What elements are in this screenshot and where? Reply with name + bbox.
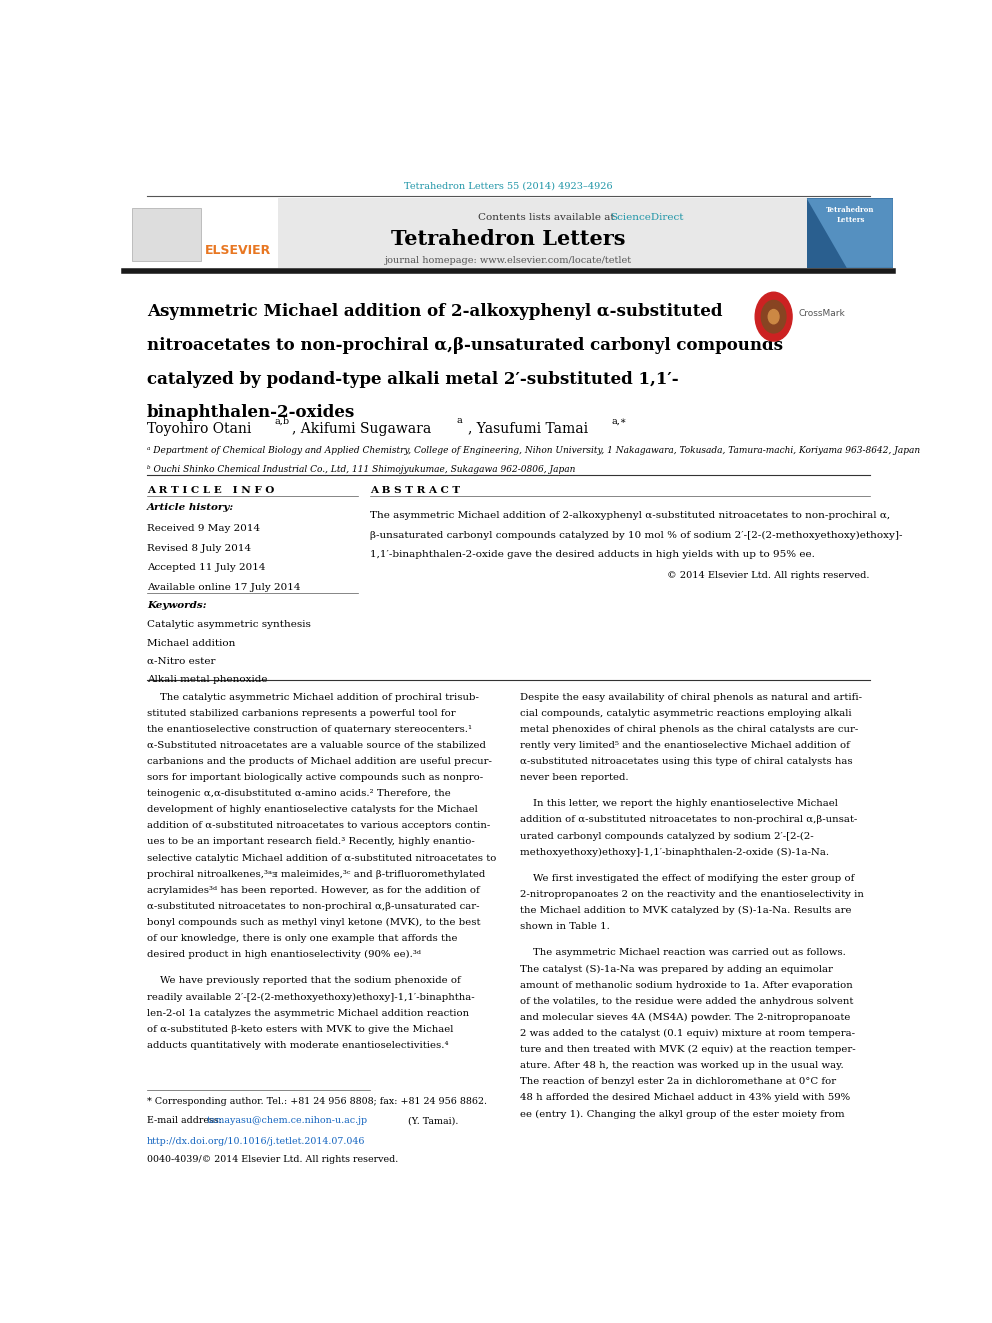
Text: ee (entry 1). Changing the alkyl group of the ester moiety from: ee (entry 1). Changing the alkyl group o… — [520, 1110, 844, 1118]
Text: 2 was added to the catalyst (0.1 equiv) mixture at room tempera-: 2 was added to the catalyst (0.1 equiv) … — [520, 1029, 855, 1039]
Text: 0040-4039/© 2014 Elsevier Ltd. All rights reserved.: 0040-4039/© 2014 Elsevier Ltd. All right… — [147, 1155, 399, 1164]
Text: A R T I C L E   I N F O: A R T I C L E I N F O — [147, 486, 275, 495]
Text: Catalytic asymmetric synthesis: Catalytic asymmetric synthesis — [147, 620, 310, 630]
Text: ature. After 48 h, the reaction was worked up in the usual way.: ature. After 48 h, the reaction was work… — [520, 1061, 843, 1070]
Text: desired product in high enantioselectivity (90% ee).³ᵈ: desired product in high enantioselectivi… — [147, 950, 421, 959]
Text: rently very limited⁵ and the enantioselective Michael addition of: rently very limited⁵ and the enantiosele… — [520, 741, 850, 750]
Text: teinogenic α,α-disubstituted α-amino acids.² Therefore, the: teinogenic α,α-disubstituted α-amino aci… — [147, 789, 450, 798]
Text: of the volatiles, to the residue were added the anhydrous solvent: of the volatiles, to the residue were ad… — [520, 996, 853, 1005]
Text: CrossMark: CrossMark — [799, 310, 845, 318]
Circle shape — [755, 292, 792, 341]
FancyBboxPatch shape — [132, 208, 200, 261]
Text: selective catalytic Michael addition of α-substituted nitroacetates to: selective catalytic Michael addition of … — [147, 853, 496, 863]
Text: α-Substituted nitroacetates are a valuable source of the stabilized: α-Substituted nitroacetates are a valuab… — [147, 741, 486, 750]
Text: journal homepage: www.elsevier.com/locate/tetlet: journal homepage: www.elsevier.com/locat… — [385, 257, 632, 265]
Text: ᵇ Ouchi Shinko Chemical Industrial Co., Ltd, 111 Shimojyukumae, Sukagawa 962-080: ᵇ Ouchi Shinko Chemical Industrial Co., … — [147, 466, 575, 475]
Text: cial compounds, catalytic asymmetric reactions employing alkali: cial compounds, catalytic asymmetric rea… — [520, 709, 851, 717]
Text: E-mail address:: E-mail address: — [147, 1117, 225, 1126]
Text: len-2-ol 1a catalyzes the asymmetric Michael addition reaction: len-2-ol 1a catalyzes the asymmetric Mic… — [147, 1008, 469, 1017]
Text: The asymmetric Michael reaction was carried out as follows.: The asymmetric Michael reaction was carr… — [520, 949, 846, 958]
Text: Michael addition: Michael addition — [147, 639, 235, 647]
Text: development of highly enantioselective catalysts for the Michael: development of highly enantioselective c… — [147, 806, 478, 814]
Text: addition of α-substituted nitroacetates to various acceptors contin-: addition of α-substituted nitroacetates … — [147, 822, 490, 831]
Text: * Corresponding author. Tel.: +81 24 956 8808; fax: +81 24 956 8862.: * Corresponding author. Tel.: +81 24 956… — [147, 1097, 487, 1106]
Text: In this letter, we report the highly enantioselective Michael: In this letter, we report the highly ena… — [520, 799, 838, 808]
Text: adducts quantitatively with moderate enantioselectivities.⁴: adducts quantitatively with moderate ena… — [147, 1041, 448, 1049]
FancyBboxPatch shape — [806, 198, 893, 267]
Text: never been reported.: never been reported. — [520, 773, 629, 782]
Text: methoxyethoxy)ethoxy]-1,1′-binaphthalen-2-oxide (S)-1a-Na.: methoxyethoxy)ethoxy]-1,1′-binaphthalen-… — [520, 848, 829, 857]
Text: © 2014 Elsevier Ltd. All rights reserved.: © 2014 Elsevier Ltd. All rights reserved… — [668, 572, 870, 581]
Text: Keywords:: Keywords: — [147, 601, 206, 610]
Text: Tetrahedron Letters 55 (2014) 4923–4926: Tetrahedron Letters 55 (2014) 4923–4926 — [404, 181, 613, 191]
Text: Despite the easy availability of chiral phenols as natural and artifi-: Despite the easy availability of chiral … — [520, 692, 862, 701]
Text: metal phenoxides of chiral phenols as the chiral catalysts are cur-: metal phenoxides of chiral phenols as th… — [520, 725, 858, 734]
Text: β-unsaturated carbonyl compounds catalyzed by 10 mol % of sodium 2′-[2-(2-methox: β-unsaturated carbonyl compounds catalyz… — [370, 531, 903, 540]
Text: Revised 8 July 2014: Revised 8 July 2014 — [147, 544, 251, 553]
Text: of α-substituted β-keto esters with MVK to give the Michael: of α-substituted β-keto esters with MVK … — [147, 1025, 453, 1033]
Text: bonyl compounds such as methyl vinyl ketone (MVK), to the best: bonyl compounds such as methyl vinyl ket… — [147, 918, 480, 927]
Text: Letters: Letters — [836, 216, 865, 224]
FancyBboxPatch shape — [124, 198, 893, 267]
Text: 2-nitropropanoates 2 on the reactivity and the enantioselectivity in: 2-nitropropanoates 2 on the reactivity a… — [520, 890, 864, 900]
Text: The catalyst (S)-1a-Na was prepared by adding an equimolar: The catalyst (S)-1a-Na was prepared by a… — [520, 964, 833, 974]
Text: 1,1′-binaphthalen-2-oxide gave the desired adducts in high yields with up to 95%: 1,1′-binaphthalen-2-oxide gave the desir… — [370, 550, 814, 558]
Text: Article history:: Article history: — [147, 503, 234, 512]
Text: Available online 17 July 2014: Available online 17 July 2014 — [147, 582, 301, 591]
Text: readily available 2′-[2-(2-methoxyethoxy)ethoxy]-1,1′-binaphtha-: readily available 2′-[2-(2-methoxyethoxy… — [147, 992, 475, 1002]
Text: We have previously reported that the sodium phenoxide of: We have previously reported that the sod… — [147, 976, 461, 986]
Text: (Y. Tamai).: (Y. Tamai). — [405, 1117, 458, 1126]
Text: prochiral nitroalkenes,³ᵃⱻ maleimides,³ᶜ and β-trifluoromethylated: prochiral nitroalkenes,³ᵃⱻ maleimides,³ᶜ… — [147, 869, 485, 878]
Text: ues to be an important research field.³ Recently, highly enantio-: ues to be an important research field.³ … — [147, 837, 475, 847]
Text: Tetrahedron Letters: Tetrahedron Letters — [391, 229, 626, 249]
Text: a,b: a,b — [275, 417, 290, 426]
Text: of our knowledge, there is only one example that affords the: of our knowledge, there is only one exam… — [147, 934, 457, 943]
Text: ScienceDirect: ScienceDirect — [610, 213, 683, 222]
Text: α-Nitro ester: α-Nitro ester — [147, 658, 215, 665]
Text: Toyohiro Otani: Toyohiro Otani — [147, 422, 251, 435]
Text: A B S T R A C T: A B S T R A C T — [370, 486, 460, 495]
Text: , Yasufumi Tamai: , Yasufumi Tamai — [467, 422, 588, 435]
Text: Received 9 May 2014: Received 9 May 2014 — [147, 524, 260, 533]
Text: Contents lists available at: Contents lists available at — [478, 213, 618, 222]
Text: acrylamides³ᵈ has been reported. However, as for the addition of: acrylamides³ᵈ has been reported. However… — [147, 885, 480, 894]
Text: Accepted 11 July 2014: Accepted 11 July 2014 — [147, 564, 266, 572]
FancyBboxPatch shape — [124, 198, 278, 267]
Text: catalyzed by podand-type alkali metal 2′-substituted 1,1′-: catalyzed by podand-type alkali metal 2′… — [147, 370, 679, 388]
Text: binaphthalen-2-oxides: binaphthalen-2-oxides — [147, 405, 355, 421]
Text: a,∗: a,∗ — [611, 417, 627, 426]
Text: Alkali metal phenoxide: Alkali metal phenoxide — [147, 675, 268, 684]
Text: α-substituted nitroacetates to non-prochiral α,β-unsaturated car-: α-substituted nitroacetates to non-proch… — [147, 902, 479, 910]
Text: The reaction of benzyl ester 2a in dichloromethane at 0°C for: The reaction of benzyl ester 2a in dichl… — [520, 1077, 836, 1086]
Text: amount of methanolic sodium hydroxide to 1a. After evaporation: amount of methanolic sodium hydroxide to… — [520, 980, 853, 990]
Circle shape — [768, 310, 779, 324]
Text: The catalytic asymmetric Michael addition of prochiral trisub-: The catalytic asymmetric Michael additio… — [147, 692, 479, 701]
Text: and molecular sieves 4A (MS4A) powder. The 2-nitropropanoate: and molecular sieves 4A (MS4A) powder. T… — [520, 1013, 850, 1021]
Text: a: a — [456, 417, 462, 426]
Text: The asymmetric Michael addition of 2-alkoxyphenyl α-substituted nitroacetates to: The asymmetric Michael addition of 2-alk… — [370, 511, 890, 520]
Text: the Michael addition to MVK catalyzed by (S)-1a-Na. Results are: the Michael addition to MVK catalyzed by… — [520, 906, 851, 916]
Text: ᵃ Department of Chemical Biology and Applied Chemistry, College of Engineering, : ᵃ Department of Chemical Biology and App… — [147, 446, 921, 455]
Text: stituted stabilized carbanions represents a powerful tool for: stituted stabilized carbanions represent… — [147, 709, 455, 717]
Text: , Akifumi Sugawara: , Akifumi Sugawara — [292, 422, 431, 435]
Text: tamayasu@chem.ce.nihon-u.ac.jp: tamayasu@chem.ce.nihon-u.ac.jp — [207, 1117, 368, 1126]
Text: We first investigated the effect of modifying the ester group of: We first investigated the effect of modi… — [520, 875, 854, 882]
Polygon shape — [806, 198, 893, 267]
Text: Tetrahedron: Tetrahedron — [826, 205, 875, 213]
Text: sors for important biologically active compounds such as nonpro-: sors for important biologically active c… — [147, 773, 483, 782]
Text: the enantioselective construction of quaternary stereocenters.¹: the enantioselective construction of qua… — [147, 725, 472, 734]
Text: urated carbonyl compounds catalyzed by sodium 2′-[2-(2-: urated carbonyl compounds catalyzed by s… — [520, 832, 813, 840]
Text: Asymmetric Michael addition of 2-alkoxyphenyl α-substituted: Asymmetric Michael addition of 2-alkoxyp… — [147, 303, 722, 320]
Text: ELSEVIER: ELSEVIER — [204, 243, 271, 257]
Text: shown in Table 1.: shown in Table 1. — [520, 922, 610, 931]
Text: ture and then treated with MVK (2 equiv) at the reaction temper-: ture and then treated with MVK (2 equiv)… — [520, 1045, 855, 1054]
Text: addition of α-substituted nitroacetates to non-prochiral α,β-unsat-: addition of α-substituted nitroacetates … — [520, 815, 857, 824]
Text: nitroacetates to non-prochiral α,β-unsaturated carbonyl compounds: nitroacetates to non-prochiral α,β-unsat… — [147, 337, 783, 355]
Text: 48 h afforded the desired Michael adduct in 43% yield with 59%: 48 h afforded the desired Michael adduct… — [520, 1093, 850, 1102]
Text: carbanions and the products of Michael addition are useful precur-: carbanions and the products of Michael a… — [147, 757, 492, 766]
Circle shape — [761, 300, 786, 333]
Text: http://dx.doi.org/10.1016/j.tetlet.2014.07.046: http://dx.doi.org/10.1016/j.tetlet.2014.… — [147, 1136, 366, 1146]
Text: α-substituted nitroacetates using this type of chiral catalysts has: α-substituted nitroacetates using this t… — [520, 757, 852, 766]
